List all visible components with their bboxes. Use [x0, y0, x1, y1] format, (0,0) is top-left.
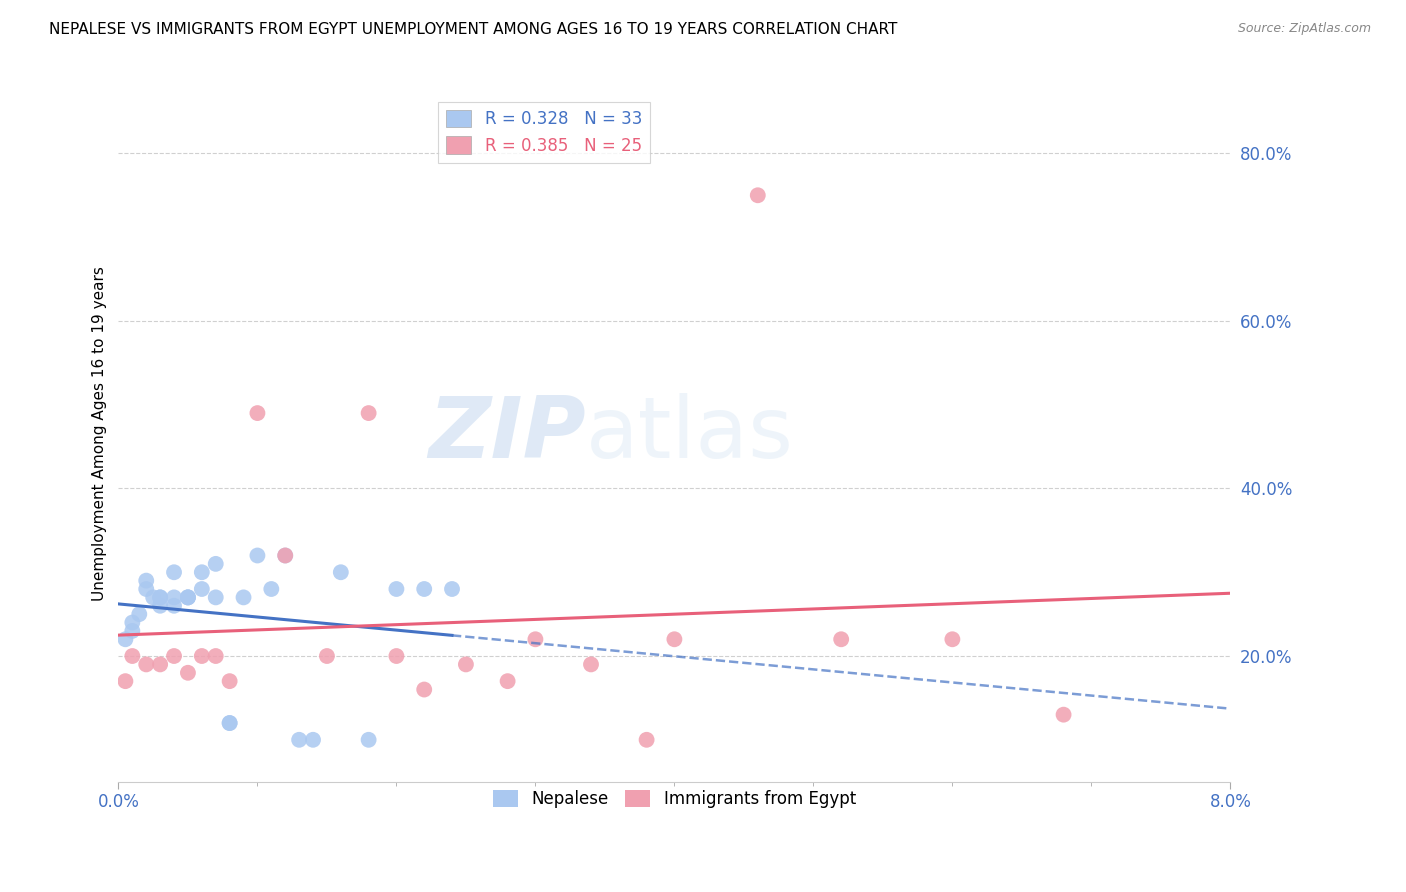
Text: atlas: atlas [585, 392, 793, 475]
Point [177, 591, 200, 605]
Point [191, 648, 214, 663]
Point [114, 674, 136, 689]
Point [135, 657, 157, 672]
Point [121, 624, 143, 638]
Point [204, 591, 226, 605]
Point [163, 591, 186, 605]
Point [636, 732, 658, 747]
Point [114, 632, 136, 647]
Point [135, 574, 157, 588]
Point [413, 682, 436, 697]
Point [218, 674, 240, 689]
Point [149, 599, 172, 613]
Text: Source: ZipAtlas.com: Source: ZipAtlas.com [1237, 22, 1371, 36]
Point [664, 632, 686, 647]
Point [830, 632, 852, 647]
Point [121, 648, 143, 663]
Point [191, 566, 214, 580]
Point [496, 674, 519, 689]
Point [149, 657, 172, 672]
Point [357, 732, 380, 747]
Point [128, 607, 150, 621]
Point [163, 599, 186, 613]
Point [191, 582, 214, 596]
Point [121, 615, 143, 630]
Point [329, 566, 352, 580]
Point [385, 648, 408, 663]
Point [204, 557, 226, 571]
Point [1052, 707, 1074, 722]
Point [941, 632, 963, 647]
Point [413, 582, 436, 596]
Legend: Nepalese, Immigrants from Egypt: Nepalese, Immigrants from Egypt [486, 783, 862, 815]
Point [177, 591, 200, 605]
Text: ZIP: ZIP [427, 392, 585, 475]
Point [385, 582, 408, 596]
Point [142, 591, 165, 605]
Point [316, 648, 339, 663]
Point [177, 665, 200, 680]
Point [357, 406, 380, 420]
Point [288, 732, 311, 747]
Point [302, 732, 325, 747]
Point [149, 591, 172, 605]
Point [260, 582, 283, 596]
Point [274, 549, 297, 563]
Point [246, 549, 269, 563]
Point [135, 582, 157, 596]
Text: NEPALESE VS IMMIGRANTS FROM EGYPT UNEMPLOYMENT AMONG AGES 16 TO 19 YEARS CORRELA: NEPALESE VS IMMIGRANTS FROM EGYPT UNEMPL… [49, 22, 897, 37]
Point [440, 582, 463, 596]
Point [177, 591, 200, 605]
Point [579, 657, 602, 672]
Point [747, 188, 769, 202]
Point [454, 657, 477, 672]
Point [163, 648, 186, 663]
Point [232, 591, 254, 605]
Point [218, 716, 240, 731]
Y-axis label: Unemployment Among Ages 16 to 19 years: Unemployment Among Ages 16 to 19 years [93, 267, 107, 601]
Point [204, 648, 226, 663]
Point [149, 591, 172, 605]
Point [218, 716, 240, 731]
Point [246, 406, 269, 420]
Point [524, 632, 547, 647]
Point [163, 566, 186, 580]
Point [274, 549, 297, 563]
